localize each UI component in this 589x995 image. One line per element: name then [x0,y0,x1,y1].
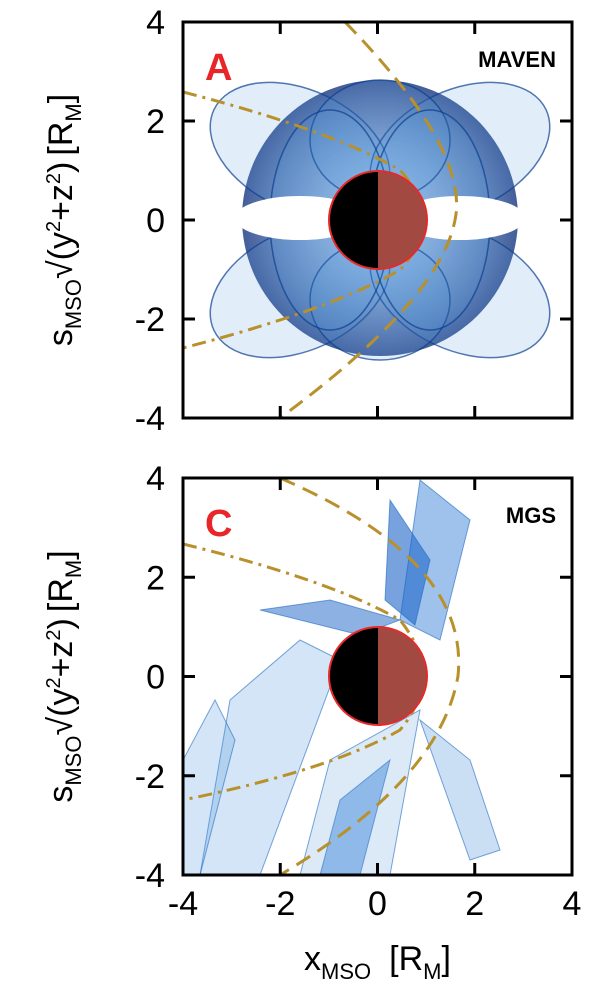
y-tick-label: 0 [146,659,165,697]
x-tick-label: 0 [368,885,387,923]
y-label-part: ) [42,162,80,173]
bow-shock [279,478,461,875]
y-label-part: ) [42,618,80,629]
mars-a [328,170,428,270]
y-tick-label: -2 [135,758,165,796]
y-label-part: 2 [43,629,65,640]
y-tick-label: 2 [146,559,165,597]
spacecraft-label: MAVEN [478,47,556,72]
y-label-part: M [61,103,86,121]
y-label-part: s [42,786,80,803]
y-label-part: √(y [42,232,80,279]
mpb [183,90,424,350]
y-label-part: ] [42,94,80,103]
y-label-part: [R [42,122,80,156]
y-label-part: +z [42,184,80,221]
y-label-part: +z [42,641,80,678]
x-label-part: ] [442,940,451,978]
x-label-part: x [304,940,321,978]
y-label-part: s [42,329,80,346]
y-tick-label: 4 [146,4,165,42]
panel-label: A [205,47,232,89]
x-axis-label: xMSO [RM] [304,940,451,984]
panel-label: C [205,503,232,545]
x-tick-label: 2 [465,885,484,923]
y-label-part: 2 [43,221,65,232]
mars-c [328,626,428,726]
coverage-c [183,479,501,875]
y-tick-label: 0 [146,202,165,240]
spacecraft-label: MGS [506,503,556,528]
y-axis-label: sMSO√(y2+z2)[RM] [42,94,86,346]
x-tick-label: -2 [265,885,295,923]
y-label-part: 2 [43,677,65,688]
x-tick-label: 4 [563,885,582,923]
y-tick-label: -4 [135,400,165,438]
y-tick-label: -2 [135,301,165,339]
x-label-part: [R [389,940,423,978]
y-label-part: M [61,560,86,578]
y-label-part: [R [42,578,80,612]
y-tick-label: -4 [135,857,165,895]
y-label-part: √(y [42,689,80,736]
y-label-part: MSO [61,279,86,329]
y-axis-label: sMSO√(y2+z2)[RM] [42,550,86,802]
bow-shock [279,22,459,418]
x-label-part: M [423,959,441,984]
coverage-a [209,79,551,361]
y-tick-label: 4 [146,460,165,498]
x-label-part: MSO [321,959,371,984]
y-tick-label: 2 [146,103,165,141]
y-label-part: ] [42,550,80,559]
y-label-part: MSO [61,736,86,786]
x-tick-label: -4 [168,885,198,923]
y-label-part: 2 [43,173,65,184]
